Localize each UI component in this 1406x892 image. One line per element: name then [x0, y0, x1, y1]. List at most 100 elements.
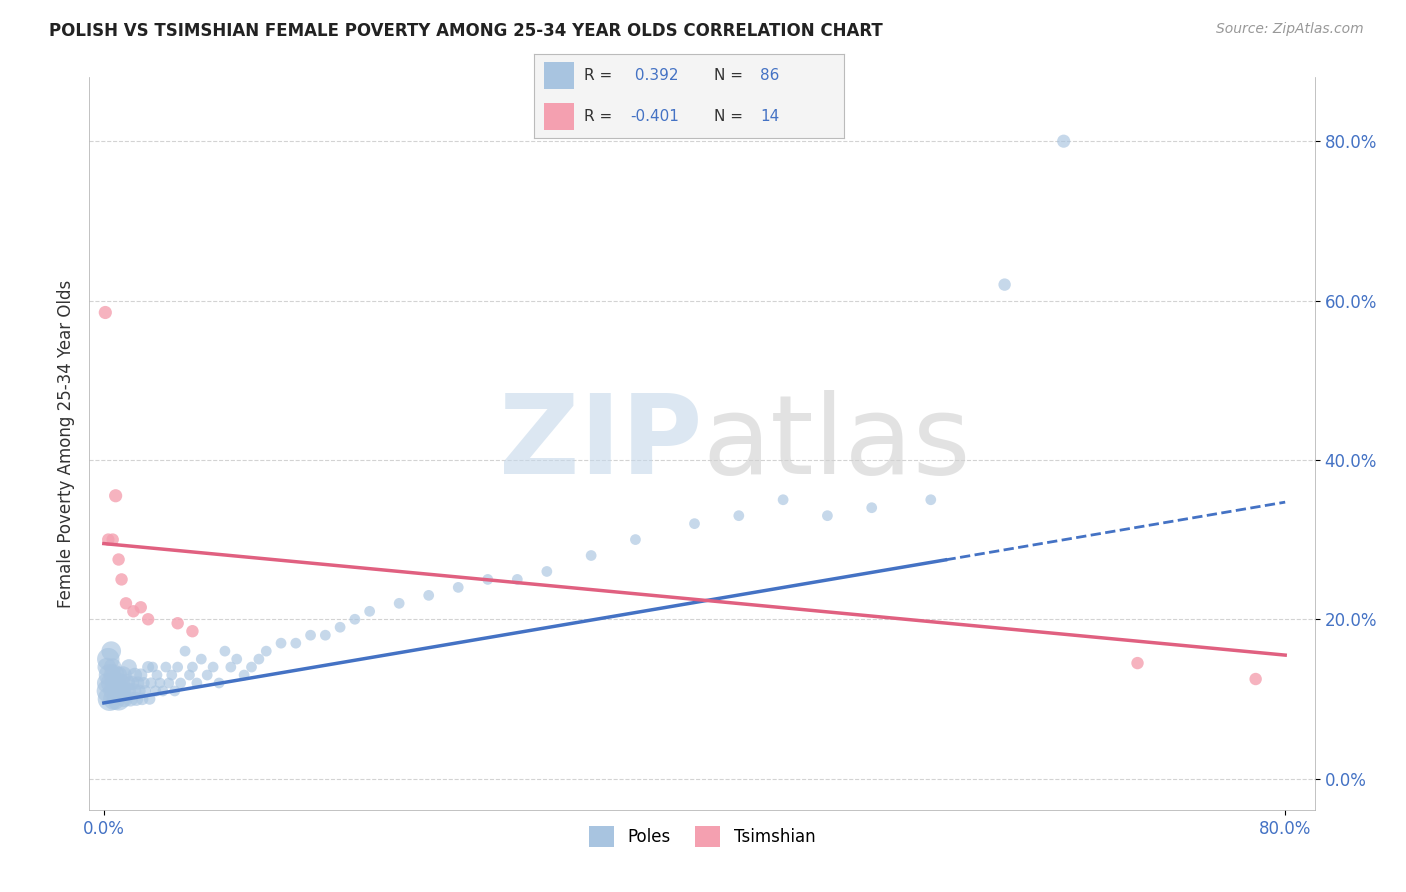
Point	[506, 573, 529, 587]
Point	[579, 549, 602, 563]
Bar	[544, 62, 575, 89]
Point	[181, 660, 204, 674]
Point	[284, 636, 307, 650]
Text: 86: 86	[761, 68, 779, 83]
Point	[157, 676, 180, 690]
Point	[329, 620, 352, 634]
Point	[97, 684, 120, 698]
Point	[202, 660, 225, 674]
Point	[136, 612, 159, 626]
Point	[727, 508, 749, 523]
Point	[815, 508, 838, 523]
Point	[136, 660, 159, 674]
Point	[233, 668, 256, 682]
Text: 14: 14	[761, 109, 779, 124]
Text: N =: N =	[714, 68, 748, 83]
Point	[208, 676, 231, 690]
Point	[107, 552, 129, 566]
Point	[1053, 134, 1076, 148]
Point	[624, 533, 647, 547]
Point	[314, 628, 336, 642]
Point	[219, 660, 242, 674]
Text: N =: N =	[714, 109, 748, 124]
Point	[104, 676, 127, 690]
Point	[181, 624, 204, 639]
Point	[122, 604, 145, 618]
Point	[127, 676, 149, 690]
Point	[146, 668, 169, 682]
Point	[142, 660, 165, 674]
Legend: Poles, Tsimshian: Poles, Tsimshian	[582, 820, 823, 854]
Point	[447, 581, 470, 595]
Point	[240, 660, 263, 674]
Point	[860, 500, 883, 515]
Point	[1244, 672, 1267, 686]
Point	[299, 628, 322, 642]
Text: -0.401: -0.401	[630, 109, 679, 124]
Point	[214, 644, 236, 658]
Point	[270, 636, 292, 650]
Point	[100, 644, 122, 658]
Text: Source: ZipAtlas.com: Source: ZipAtlas.com	[1216, 22, 1364, 37]
Text: POLISH VS TSIMSHIAN FEMALE POVERTY AMONG 25-34 YEAR OLDS CORRELATION CHART: POLISH VS TSIMSHIAN FEMALE POVERTY AMONG…	[49, 22, 883, 40]
Point	[131, 692, 153, 706]
Point	[98, 668, 121, 682]
Point	[254, 644, 277, 658]
Point	[101, 660, 124, 674]
Point	[105, 684, 128, 698]
Point	[120, 692, 142, 706]
Text: atlas: atlas	[702, 391, 970, 498]
Point	[112, 668, 135, 682]
Point	[97, 652, 120, 666]
Point	[1126, 656, 1149, 670]
Point	[107, 668, 129, 682]
Point	[107, 692, 129, 706]
Point	[110, 573, 132, 587]
Point	[536, 565, 558, 579]
Point	[104, 489, 127, 503]
Point	[152, 684, 174, 698]
Point	[96, 676, 118, 690]
Point	[195, 668, 218, 682]
Point	[132, 676, 155, 690]
Point	[125, 692, 148, 706]
Point	[920, 492, 942, 507]
Point	[97, 533, 120, 547]
Point	[145, 684, 167, 698]
Point	[418, 588, 440, 602]
Point	[247, 652, 270, 666]
Point	[117, 684, 139, 698]
Point	[149, 676, 172, 690]
Point	[103, 668, 125, 682]
Point	[166, 616, 188, 631]
Point	[118, 660, 141, 674]
Point	[169, 676, 191, 690]
Point	[139, 676, 162, 690]
Point	[683, 516, 706, 531]
Point	[128, 684, 150, 698]
Point	[174, 644, 197, 658]
Bar	[544, 103, 575, 130]
Point	[477, 573, 499, 587]
Y-axis label: Female Poverty Among 25-34 Year Olds: Female Poverty Among 25-34 Year Olds	[58, 280, 75, 608]
Point	[186, 676, 208, 690]
Point	[94, 305, 117, 319]
Text: 0.392: 0.392	[630, 68, 679, 83]
Point	[114, 692, 136, 706]
Point	[388, 596, 411, 610]
Point	[129, 668, 152, 682]
Point	[115, 676, 138, 690]
Point	[343, 612, 366, 626]
Point	[115, 596, 138, 610]
Point	[134, 684, 156, 698]
Point	[122, 684, 145, 698]
Point	[160, 668, 183, 682]
Text: ZIP: ZIP	[499, 391, 702, 498]
Point	[994, 277, 1017, 292]
Point	[101, 533, 124, 547]
Point	[108, 676, 131, 690]
Point	[124, 668, 146, 682]
Text: R =: R =	[583, 68, 617, 83]
Point	[121, 676, 143, 690]
Point	[138, 692, 160, 706]
